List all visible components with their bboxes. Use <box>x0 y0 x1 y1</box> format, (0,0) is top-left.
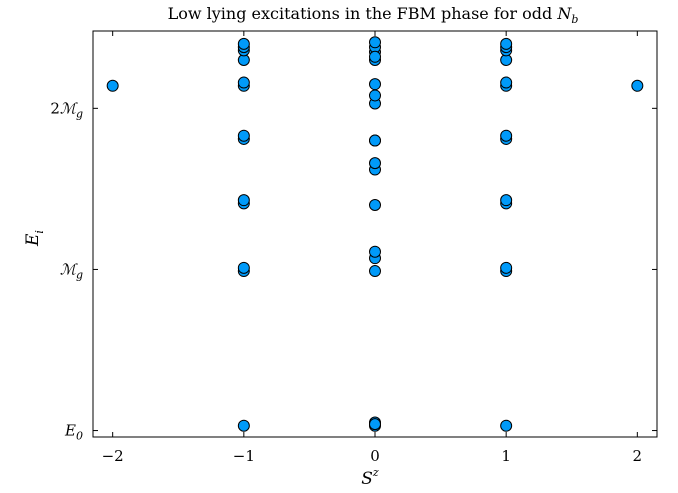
data-point <box>369 245 381 258</box>
x-tick-label: 0 <box>370 447 380 465</box>
data-point <box>500 129 513 142</box>
data-point <box>237 194 250 207</box>
y-tick-label: E0 <box>64 422 83 443</box>
data-point <box>369 89 381 102</box>
y-axis-label: Ei <box>23 230 46 247</box>
data-point <box>500 419 513 432</box>
chart-title: Low lying excitations in the FBM phase f… <box>168 4 579 26</box>
data-point <box>369 134 381 147</box>
data-point <box>369 50 381 63</box>
x-tick-label: −1 <box>233 447 255 465</box>
data-point <box>500 37 513 50</box>
data-point <box>631 79 644 92</box>
data-point <box>106 79 119 92</box>
data-point <box>500 194 513 207</box>
x-axis-ticks: −2 −1 0 1 2 <box>102 31 642 465</box>
data-point <box>237 76 250 89</box>
y-tick-label: ℳg <box>60 260 83 281</box>
data-point <box>369 418 381 431</box>
data-point <box>237 129 250 142</box>
data-point <box>369 36 381 49</box>
data-point <box>500 76 513 89</box>
x-tick-label: 2 <box>633 447 643 465</box>
data-point <box>369 78 381 91</box>
data-point <box>369 199 381 211</box>
data-point <box>369 265 381 278</box>
data-point <box>237 419 250 432</box>
y-tick-label: 2ℳg <box>50 99 83 120</box>
x-axis-label: Sz <box>361 466 379 489</box>
x-tick-label: 1 <box>501 447 511 465</box>
x-tick-label: −2 <box>102 447 124 465</box>
data-points <box>106 36 644 432</box>
data-point <box>237 261 250 274</box>
y-axis-ticks: E0 ℳg 2ℳg <box>50 99 657 443</box>
data-point <box>369 157 381 170</box>
data-point <box>237 37 250 50</box>
data-point <box>500 261 513 274</box>
